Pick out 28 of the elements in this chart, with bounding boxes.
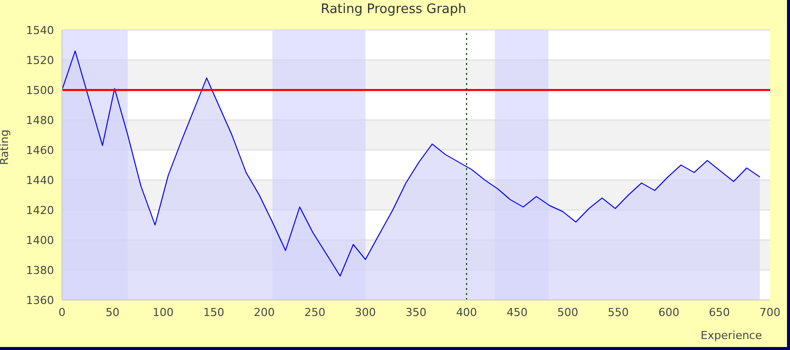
- y-tick-label: 1360: [26, 294, 54, 307]
- x-tick-label: 300: [354, 306, 376, 319]
- x-tick-label: 200: [254, 306, 275, 319]
- y-tick-label: 1400: [26, 234, 54, 247]
- x-tick-label: 700: [760, 306, 780, 319]
- x-tick-label: 150: [203, 306, 224, 319]
- x-tick-label: 500: [557, 306, 578, 319]
- x-tick-label: 350: [406, 306, 426, 319]
- x-tick-label: 450: [506, 306, 528, 319]
- x-axis-title: Experience: [700, 329, 762, 342]
- x-tick-label: 650: [708, 306, 730, 319]
- x-tick-label: 600: [658, 306, 680, 319]
- y-axis-title: Rating: [0, 130, 11, 165]
- y-tick-label: 1520: [26, 54, 54, 67]
- y-tick-label: 1420: [26, 204, 54, 217]
- x-tick-label: 250: [304, 306, 326, 319]
- x-tick-label: 550: [608, 306, 629, 319]
- y-tick-label: 1480: [26, 114, 54, 127]
- y-tick-label: 1460: [26, 144, 54, 157]
- chart-title: Rating Progress Graph: [320, 2, 468, 17]
- x-tick-label: 0: [58, 306, 66, 319]
- x-tick-label: 400: [456, 306, 478, 319]
- x-tick-label: 100: [152, 306, 174, 319]
- y-tick-label: 1500: [26, 84, 54, 97]
- y-tick-label: 1380: [26, 264, 54, 277]
- x-tick-label: 50: [106, 306, 120, 319]
- y-tick-label: 1440: [26, 174, 54, 187]
- y-tick-label: 1540: [26, 24, 54, 37]
